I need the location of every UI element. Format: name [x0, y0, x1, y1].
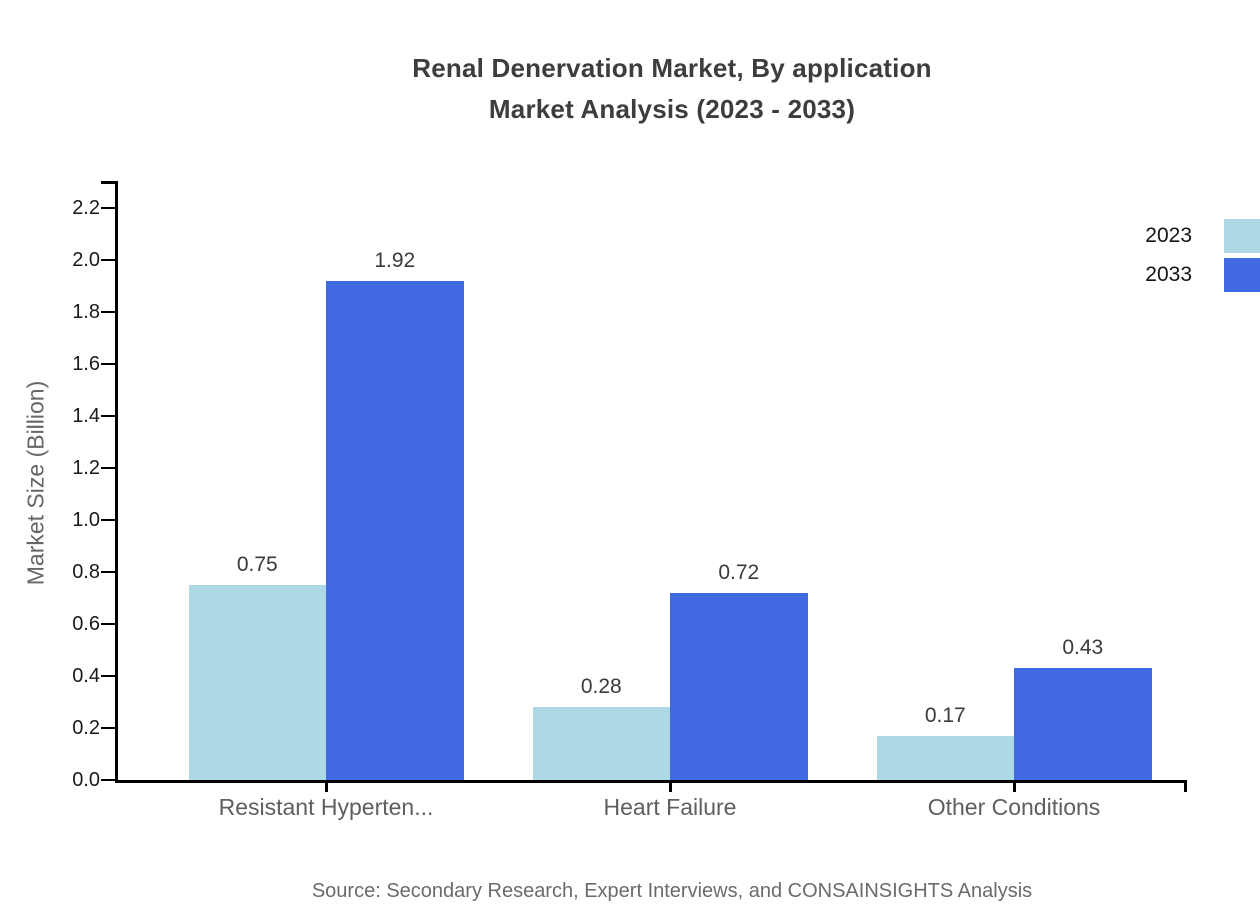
- legend-swatch-icon: [1224, 219, 1260, 253]
- x-category-label-resistant-hyperten: Resistant Hyperten...: [218, 794, 434, 820]
- plot-area: 0.0 0.2 0.4 0.6 0.8 1.0 1.2 1.4 1.6 1.8 2.0 2.2 Resi…: [72, 181, 1187, 820]
- legend: 2023 2033: [1145, 219, 1260, 297]
- legend-label: 2023: [1145, 224, 1192, 247]
- chart-title: Renal Denervation Market, By application…: [84, 48, 1260, 130]
- y-tick-mark: [101, 207, 115, 209]
- x-tick-mark: [324, 780, 328, 792]
- y-tick-label: 0.2: [72, 717, 100, 739]
- y-tick-mark: [101, 259, 115, 261]
- bar-2023-resistant-hyperten[interactable]: [188, 585, 326, 780]
- y-axis-title: Market Size (Billion): [22, 380, 49, 586]
- value-label-2023-heart-failure: 0.28: [580, 675, 622, 699]
- x-axis-end-cap: [1184, 780, 1187, 792]
- value-label-2023-resistant-hyperten: 0.75: [236, 553, 278, 576]
- y-tick-mark: [101, 571, 115, 573]
- y-tick-label: 1.8: [72, 301, 100, 323]
- y-tick-label: 1.6: [72, 353, 100, 375]
- y-axis-end-cap: [101, 181, 115, 184]
- y-tick-label: 1.0: [72, 509, 100, 531]
- y-tick-label: 0.4: [72, 665, 100, 687]
- y-tick-mark: [101, 623, 115, 625]
- value-label-2033-heart-failure: 0.72: [718, 560, 760, 584]
- legend-label: 2033: [1145, 263, 1192, 286]
- y-tick-label: 1.4: [72, 405, 100, 427]
- bar-2033-heart-failure[interactable]: [670, 592, 808, 780]
- y-axis-line: [115, 181, 118, 783]
- chart-title-line1: Renal Denervation Market, By application: [412, 53, 932, 83]
- y-tick-label: 0.6: [72, 613, 100, 635]
- x-axis-line: [115, 780, 1187, 783]
- legend-item-2023[interactable]: 2023: [1145, 219, 1260, 253]
- y-tick-label: 0.8: [72, 561, 100, 583]
- value-label-2033-resistant-hyperten: 1.92: [374, 248, 416, 272]
- legend-item-2033[interactable]: 2033: [1145, 258, 1260, 292]
- y-tick-mark: [101, 415, 115, 417]
- y-tick-mark: [101, 727, 115, 729]
- bar-2033-resistant-hyperten[interactable]: [326, 280, 464, 780]
- x-category-label-other-conditions: Other Conditions: [927, 794, 1101, 820]
- bar-2023-heart-failure[interactable]: [532, 707, 670, 780]
- y-tick-mark: [101, 311, 115, 313]
- y-tick-label: 2.0: [72, 249, 100, 271]
- y-tick-label: 2.2: [72, 197, 100, 219]
- chart-title-line2: Market Analysis (2023 - 2033): [488, 94, 856, 124]
- legend-swatch-icon: [1224, 258, 1260, 292]
- y-tick-mark: [101, 363, 115, 365]
- y-tick-mark: [101, 675, 115, 677]
- y-tick-mark: [101, 779, 115, 781]
- y-tick-label: 0.0: [72, 769, 100, 791]
- x-tick-mark: [668, 780, 672, 792]
- x-category-label-heart-failure: Heart Failure: [603, 794, 737, 820]
- value-label-2023-other-conditions: 0.17: [924, 703, 966, 727]
- y-tick-mark: [101, 519, 115, 521]
- bar-2023-other-conditions[interactable]: [876, 735, 1014, 780]
- y-tick-mark: [101, 467, 115, 469]
- x-tick-mark: [1012, 780, 1016, 792]
- source-note: Source: Secondary Research, Expert Inter…: [311, 880, 1033, 902]
- value-label-2033-other-conditions: 0.43: [1062, 636, 1104, 660]
- y-tick-label: 1.2: [72, 457, 100, 479]
- bar-2033-other-conditions[interactable]: [1014, 668, 1152, 780]
